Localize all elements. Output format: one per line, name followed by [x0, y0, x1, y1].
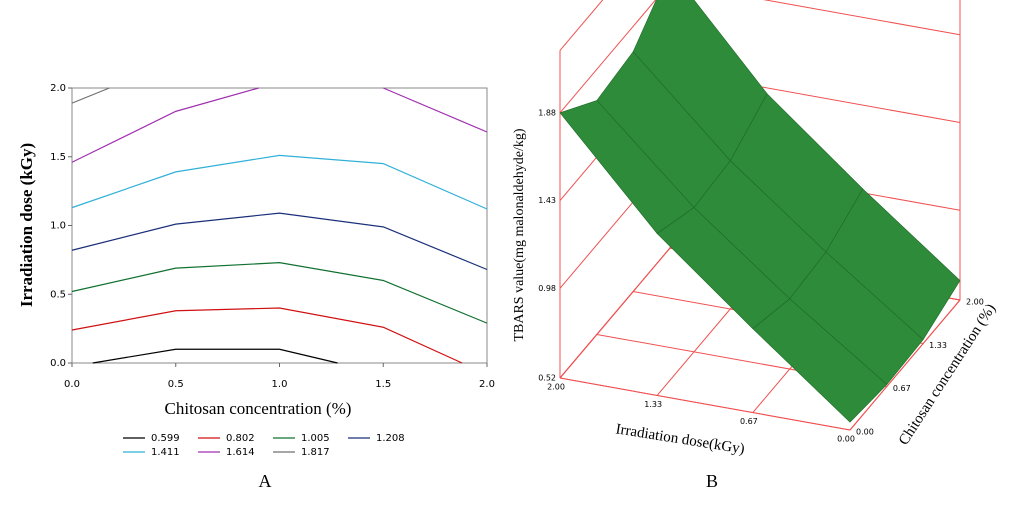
legend-label: 1.817 — [301, 447, 330, 458]
y-tick-label: 1.0 — [50, 221, 66, 232]
x-tick-label: 1.5 — [375, 379, 391, 390]
z-tick-label: 1.43 — [538, 196, 556, 205]
x-axis-title: Irradiation dose(kGy) — [614, 421, 745, 457]
y-tick-label: 0.0 — [50, 358, 66, 369]
y-axis-title: Irradiation dose (kGy) — [17, 143, 36, 307]
surface-patch — [752, 298, 888, 423]
legend-label: 1.208 — [376, 433, 405, 444]
legend-label: 1.005 — [301, 433, 330, 444]
grid-line — [559, 377, 851, 431]
y-tick-label: 2.0 — [50, 83, 66, 94]
contour-line — [71, 262, 488, 324]
x-tick-label: 0.0 — [64, 379, 80, 390]
x-tick-label: 2.0 — [479, 379, 495, 390]
y-tick-label: 2.00 — [966, 298, 984, 307]
contour-line — [71, 87, 110, 104]
grid-line — [849, 299, 961, 431]
x-tick-label: 0.5 — [168, 379, 184, 390]
x-tick-label: 0.00 — [837, 435, 855, 444]
x-tick-label: 0.67 — [740, 417, 758, 426]
contour-line — [71, 212, 488, 271]
legend-label: 1.411 — [151, 447, 180, 458]
x-tick-label: 1.33 — [644, 400, 662, 409]
grid-line — [763, 0, 961, 36]
z-tick-label: 1.88 — [538, 108, 556, 117]
grid-line — [559, 0, 657, 114]
grid-line — [559, 247, 671, 379]
z-tick-label: 0.52 — [538, 374, 556, 383]
panel-label: B — [706, 471, 718, 491]
contour-line — [71, 87, 488, 163]
y-tick-label: 0.5 — [50, 289, 66, 300]
y-tick-label: 0.00 — [856, 428, 874, 437]
y-tick-label: 1.5 — [50, 152, 66, 163]
x-tick-label: 2.00 — [547, 383, 565, 392]
legend-label: 0.599 — [151, 433, 180, 444]
contour-line — [92, 348, 338, 364]
y-tick-label: 0.67 — [893, 384, 911, 393]
x-tick-label: 1.0 — [272, 379, 288, 390]
z-tick-label: 0.98 — [538, 284, 556, 293]
z-axis-title: TBARS value(mg malonaldehyde/kg) — [512, 128, 527, 341]
y-tick-label: 1.33 — [929, 341, 947, 350]
plot-frame — [71, 87, 488, 364]
legend-label: 0.802 — [226, 433, 255, 444]
panel-label: A — [259, 471, 272, 491]
contour-line — [71, 307, 463, 364]
axis-box — [559, 0, 604, 51]
legend-label: 1.614 — [226, 447, 255, 458]
contour-line — [71, 154, 488, 210]
x-axis-title: Chitosan concentration (%) — [165, 399, 352, 418]
